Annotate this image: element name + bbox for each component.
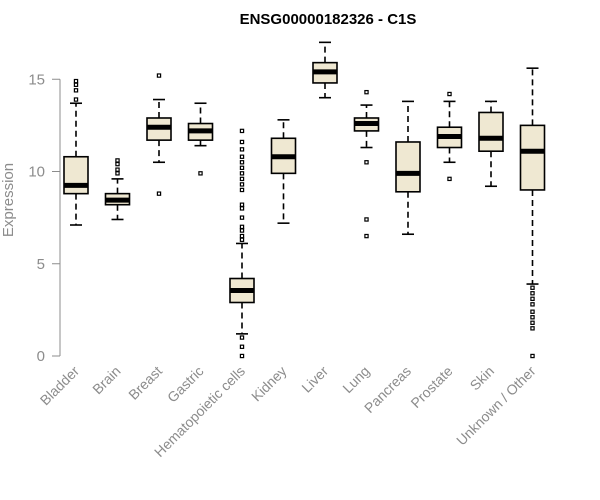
outlier-point — [115, 158, 120, 163]
outlier-point — [530, 315, 535, 320]
y-axis: 0 5 10 15 — [28, 71, 61, 365]
x-tick-label: Liver — [298, 363, 331, 396]
x-tick-label: Breast — [125, 363, 165, 403]
outlier-point — [239, 335, 245, 340]
outlier-point — [239, 182, 245, 187]
outlier-point — [115, 167, 120, 172]
box-kidney — [270, 119, 297, 224]
outlier-point — [364, 89, 369, 95]
outlier-point — [447, 91, 452, 97]
outlier-point — [530, 291, 535, 296]
x-tick-label: Brain — [89, 363, 123, 397]
box-liver — [312, 41, 338, 99]
outlier-point — [239, 206, 245, 211]
box-pancreas — [395, 100, 421, 236]
outlier-point — [73, 78, 79, 84]
outlier-point — [530, 353, 535, 359]
x-tick-label: Kidney — [248, 363, 290, 405]
outlier-point — [239, 171, 245, 176]
outlier-point — [73, 97, 79, 102]
box-gastric — [187, 102, 214, 176]
y-axis-label: Expression — [0, 163, 17, 237]
box-unknown-other — [519, 67, 546, 359]
box-prostate — [436, 91, 463, 182]
iqr-box — [63, 155, 89, 195]
iqr-box — [478, 111, 504, 153]
outlier-point — [239, 160, 245, 165]
box-lung — [353, 89, 380, 239]
chart-title: ENSG00000182326 - C1S — [240, 11, 417, 28]
outlier-point — [530, 302, 535, 307]
outlier-point — [239, 224, 245, 230]
outlier-point — [115, 161, 120, 167]
box-breast — [146, 73, 172, 196]
y-tick-label: 10 — [28, 164, 45, 181]
y-tick-label: 0 — [37, 348, 45, 365]
x-tick-label: Prostate — [407, 363, 455, 411]
y-tick-label: 15 — [28, 71, 45, 88]
outlier-point — [239, 128, 245, 134]
outlier-point — [156, 191, 162, 196]
outlier-point — [530, 285, 535, 290]
box-hematopoietic-cells — [229, 128, 255, 359]
x-tick-label: Lung — [339, 363, 372, 396]
outlier-point — [239, 202, 245, 207]
x-tick-label: Unknown / Other — [453, 363, 539, 449]
outlier-point — [530, 320, 535, 325]
x-tick-label: Bladder — [37, 363, 83, 409]
outlier-point — [239, 344, 245, 349]
outlier-point — [239, 237, 245, 242]
outlier-point — [156, 73, 162, 78]
outlier-point — [239, 154, 245, 159]
y-tick-label: 5 — [37, 256, 45, 273]
outlier-point — [73, 88, 79, 93]
outlier-point — [73, 82, 79, 87]
box-brain — [104, 158, 131, 221]
outlier-point — [364, 233, 369, 239]
iqr-box — [395, 141, 421, 193]
outlier-point — [530, 309, 535, 314]
box-skin — [478, 100, 504, 188]
outlier-point — [239, 147, 245, 152]
outlier-point — [198, 171, 203, 176]
x-tick-label: Skin — [467, 363, 498, 394]
outlier-point — [364, 217, 369, 222]
outlier-point — [364, 160, 369, 165]
outlier-point — [239, 353, 245, 359]
outlier-point — [115, 171, 120, 176]
outlier-point — [239, 215, 245, 220]
iqr-box — [519, 124, 546, 191]
outlier-point — [239, 233, 245, 239]
outlier-point — [530, 326, 535, 331]
outlier-point — [239, 139, 245, 145]
outlier-point — [239, 176, 245, 182]
outlier-point — [239, 187, 245, 193]
outlier-point — [239, 228, 245, 233]
outlier-point — [447, 176, 452, 182]
outlier-point — [530, 296, 535, 302]
boxplot-boxes — [63, 41, 546, 359]
box-bladder — [63, 78, 89, 226]
outlier-point — [239, 165, 245, 171]
